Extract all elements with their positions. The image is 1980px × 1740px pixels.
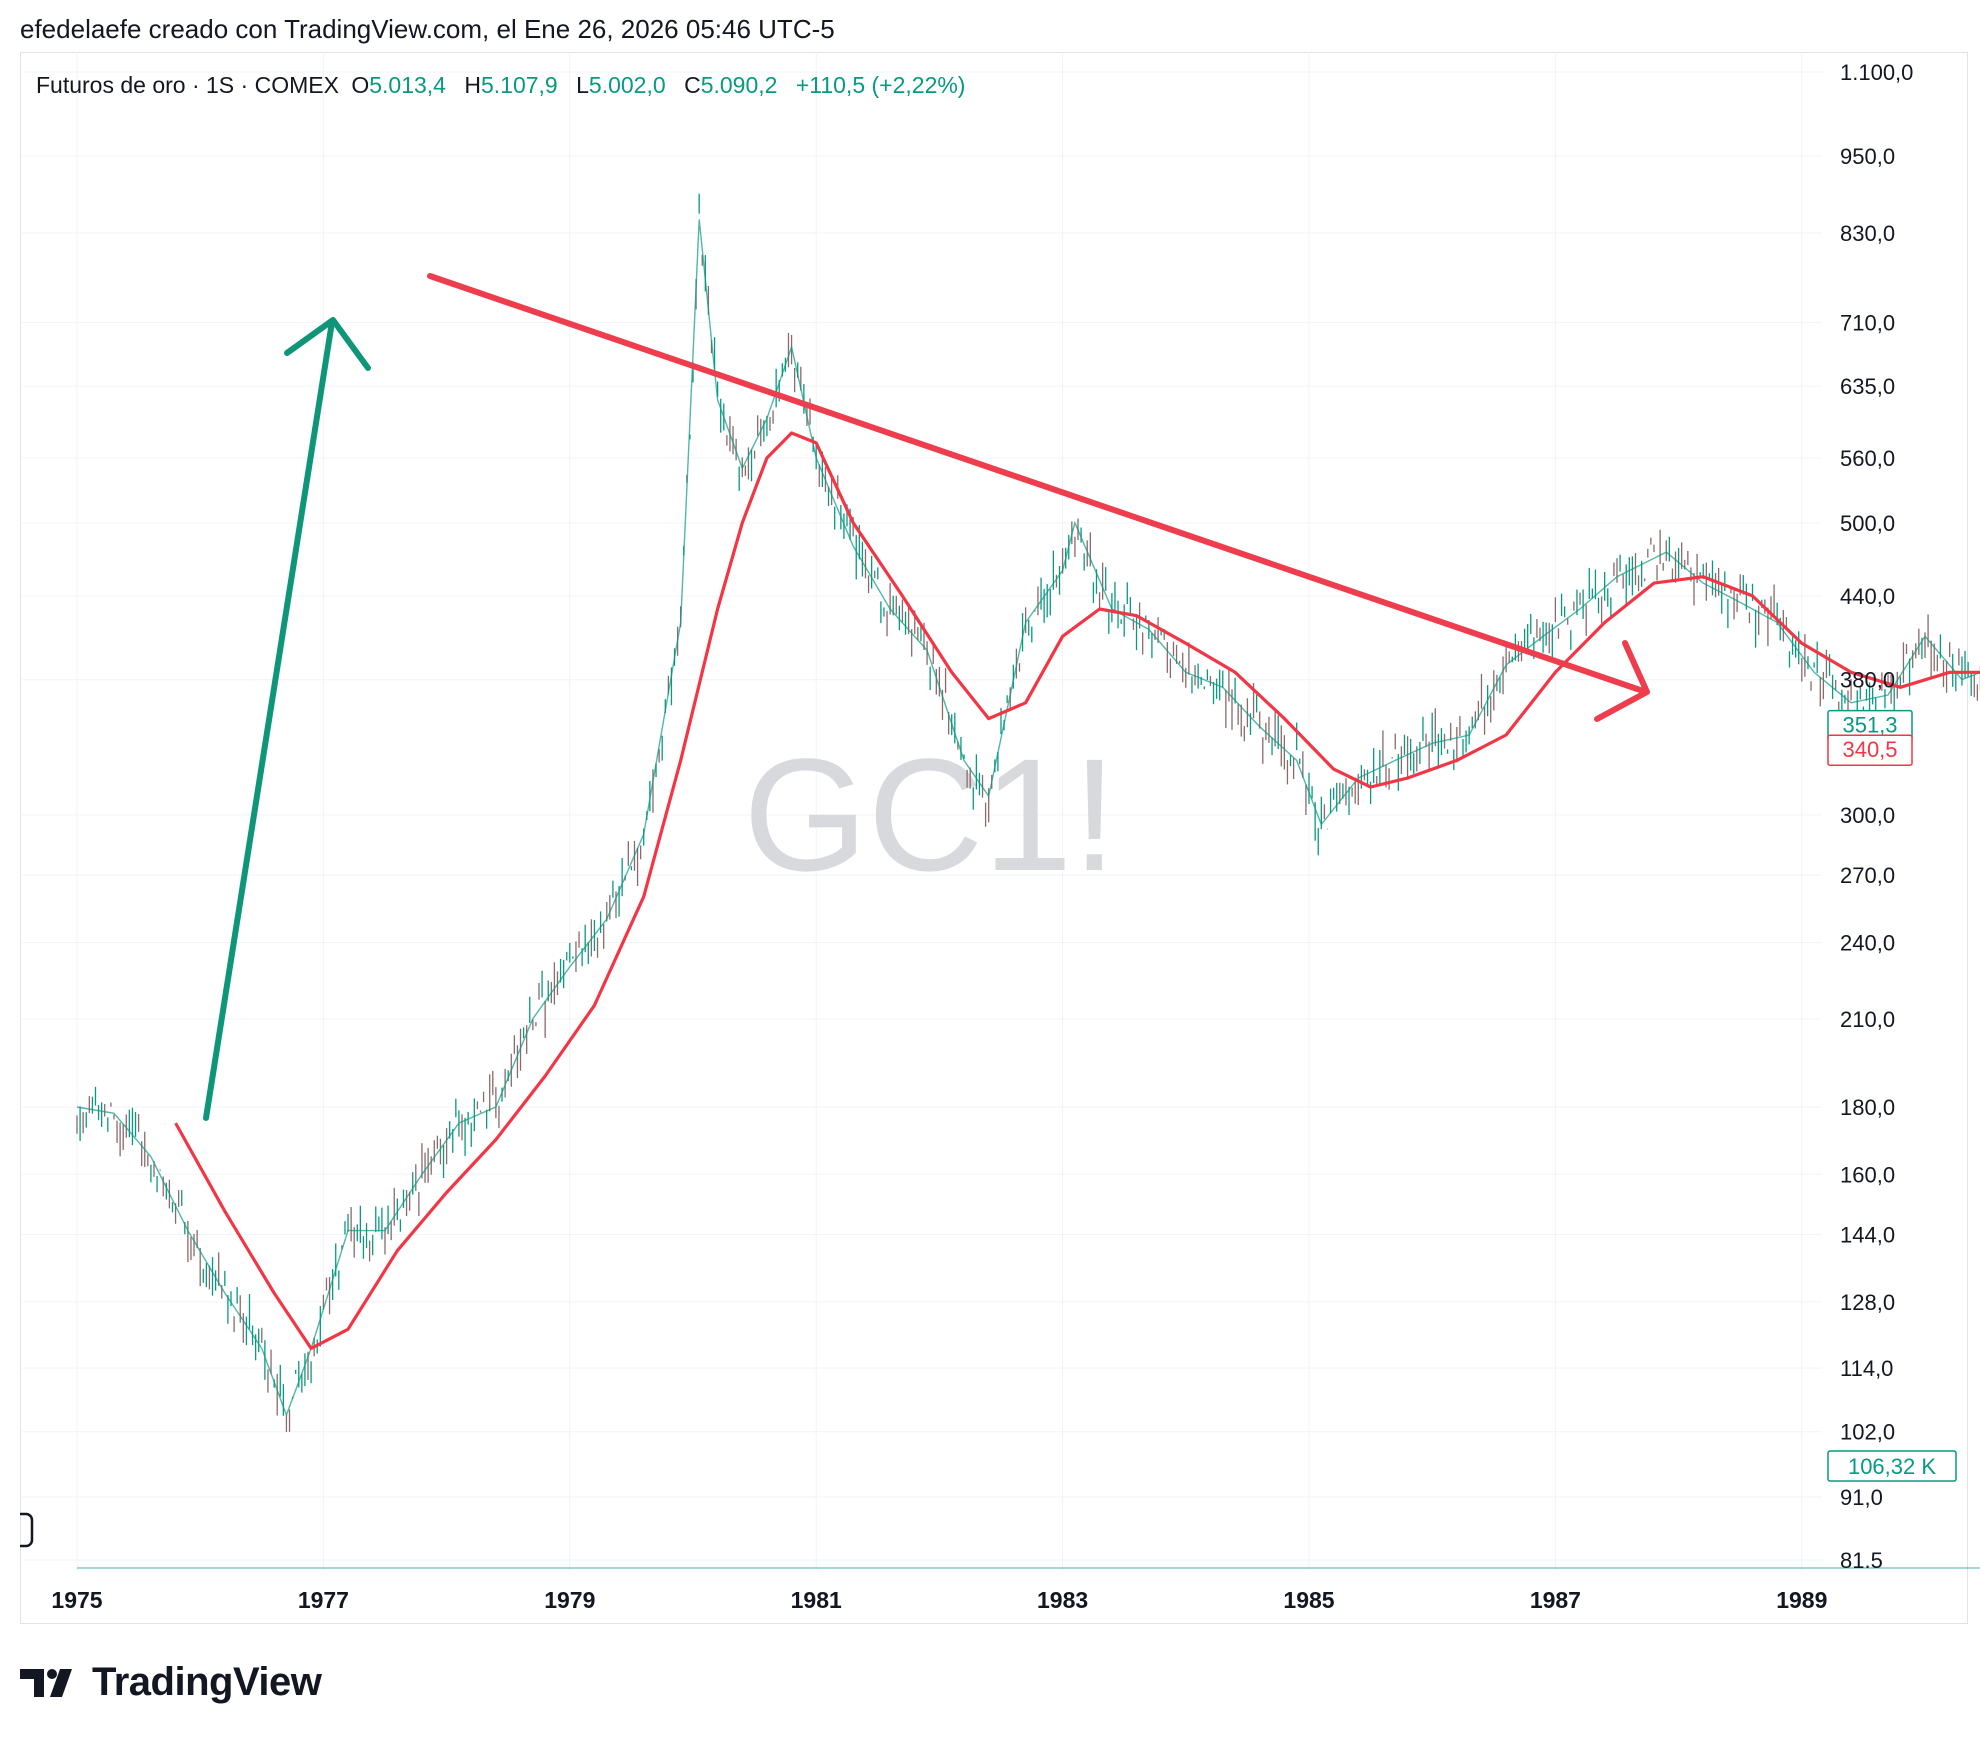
open-label: O xyxy=(351,72,370,98)
y-tick-label: 830,0 xyxy=(1840,221,1895,246)
y-tick-label: 950,0 xyxy=(1840,144,1895,169)
x-tick-label: 1981 xyxy=(791,1587,842,1613)
tradingview-logo-icon[interactable] xyxy=(20,1667,82,1699)
last-price-tag: 351,3 xyxy=(1842,713,1897,738)
volume-tag-box xyxy=(1827,1450,1957,1482)
low-label: L xyxy=(576,72,589,98)
x-tick-label: 1985 xyxy=(1283,1587,1334,1613)
uptrend-arrowhead-icon xyxy=(284,317,371,371)
moving-average-line xyxy=(174,431,1980,1351)
y-tick-label: 270,0 xyxy=(1840,863,1895,888)
open-value: 5.013,4 xyxy=(369,72,446,98)
y-tick-label: 440,0 xyxy=(1840,584,1895,609)
low-value: 5.002,0 xyxy=(588,72,666,98)
y-tick-label: 240,0 xyxy=(1840,930,1895,955)
legend-symbol[interactable]: Futuros de oro · 1S · COMEX xyxy=(36,72,339,98)
high-value: 5.107,9 xyxy=(480,72,558,98)
y-tick-label: 81.5 xyxy=(1840,1548,1883,1573)
y-tick-label: 635,0 xyxy=(1840,374,1895,399)
footer: TradingView xyxy=(20,1660,322,1705)
ma-value-tag: 340,5 xyxy=(1842,737,1897,762)
y-tick-label: 710,0 xyxy=(1840,310,1895,335)
ohlc-legend: Futuros de oro · 1S · COMEX O5.013,4 H5.… xyxy=(36,72,971,99)
x-tick-label: 1977 xyxy=(298,1587,349,1613)
y-tick-label: 160,0 xyxy=(1840,1162,1895,1187)
y-tick-label: 180,0 xyxy=(1840,1095,1895,1120)
tradingview-brand[interactable]: TradingView xyxy=(92,1660,322,1704)
high-label: H xyxy=(464,72,481,98)
y-tick-label: 128,0 xyxy=(1840,1290,1895,1315)
y-tick-label: 91,0 xyxy=(1840,1485,1883,1510)
ma-value-tag-box xyxy=(1827,734,1913,766)
x-tick-label: 1987 xyxy=(1530,1587,1581,1613)
volume-tag: 106,32 K xyxy=(1848,1454,1936,1479)
downtrend-arrowhead-icon xyxy=(1594,640,1650,722)
downtrend-arrow-line xyxy=(427,273,1649,695)
x-tick-label: 1979 xyxy=(544,1587,595,1613)
symbol-watermark: GC1! xyxy=(743,725,1116,904)
x-tick-label: 1989 xyxy=(1776,1587,1827,1613)
y-tick-label: 210,0 xyxy=(1840,1007,1895,1032)
y-tick-label: 300,0 xyxy=(1840,803,1895,828)
y-tick-label: 560,0 xyxy=(1840,446,1895,471)
price-series-line xyxy=(76,219,1980,1418)
scroll-handle-icon xyxy=(20,1512,34,1548)
uptrend-arrow-line xyxy=(203,319,335,1121)
y-tick-label: 500,0 xyxy=(1840,511,1895,536)
y-tick-label: 102,0 xyxy=(1840,1420,1895,1445)
x-tick-label: 1983 xyxy=(1037,1587,1088,1613)
x-tick-label: 1975 xyxy=(51,1587,102,1613)
y-tick-label: 114,0 xyxy=(1840,1356,1893,1381)
change-value: +110,5 (+2,22%) xyxy=(795,72,966,98)
y-tick-label: 144,0 xyxy=(1840,1223,1895,1248)
y-tick-label: 380,0 xyxy=(1840,668,1895,693)
chart-attribution: efedelaefe creado con TradingView.com, e… xyxy=(20,14,835,44)
chart-frame xyxy=(20,52,1968,1624)
close-label: C xyxy=(684,72,701,98)
y-tick-label: 1.100,0 xyxy=(1840,60,1913,85)
close-value: 5.090,2 xyxy=(700,72,778,98)
